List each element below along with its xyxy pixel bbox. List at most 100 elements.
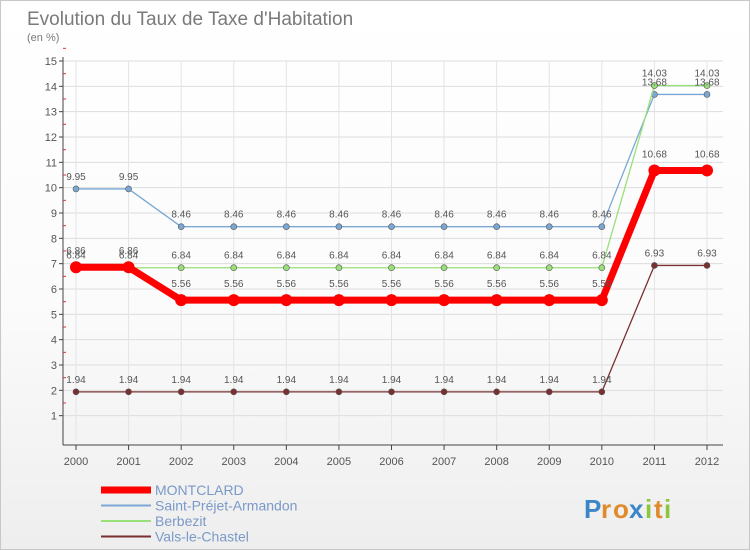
grid <box>63 60 723 441</box>
data-point <box>493 388 500 396</box>
y-tick-label: 15 <box>45 56 57 68</box>
data-point <box>72 388 80 396</box>
data-point <box>385 294 398 307</box>
x-tick-label: 2006 <box>379 456 403 468</box>
data-point <box>598 264 606 272</box>
data-point <box>230 388 238 396</box>
logo-letter: o <box>613 494 629 524</box>
data-point <box>72 185 80 193</box>
data-point <box>648 164 661 177</box>
legend-entry: Berbezit <box>155 513 206 529</box>
x-tick-label: 2010 <box>590 456 614 468</box>
data-point <box>283 223 290 230</box>
data-label: 8.46 <box>382 210 402 221</box>
y-tick-label: 6 <box>51 284 57 296</box>
data-label: 8.46 <box>592 210 612 221</box>
data-point <box>230 264 238 272</box>
chart-title: Evolution du Taux de Taxe d'Habitation <box>27 9 353 30</box>
data-label: 5.56 <box>329 279 349 290</box>
logo-letter: x <box>629 494 644 524</box>
data-label: 13.68 <box>694 77 719 88</box>
data-point <box>545 223 553 230</box>
legend-entry: Vals-le-Chastel <box>155 529 249 545</box>
data-label: 6.93 <box>645 248 665 259</box>
y-tick-label: 14 <box>45 81 57 93</box>
data-label: 6.84 <box>592 251 612 262</box>
data-label: 5.56 <box>224 279 244 290</box>
data-label: 1.94 <box>487 375 507 386</box>
data-label: 6.84 <box>487 251 507 262</box>
y-tick-label: 5 <box>51 309 57 321</box>
data-label: 9.95 <box>119 172 139 183</box>
data-point <box>70 261 82 274</box>
data-point <box>703 262 711 269</box>
y-tick-label: 8 <box>51 233 57 245</box>
x-tick-label: 2005 <box>327 456 351 468</box>
logo-letter: r <box>601 494 611 524</box>
data-point <box>175 294 188 307</box>
data-label: 6.86 <box>66 246 86 257</box>
data-label: 6.93 <box>697 248 717 259</box>
data-label: 14.03 <box>694 69 719 80</box>
data-label: 5.56 <box>434 279 454 290</box>
x-tick-label: 2008 <box>484 456 508 468</box>
data-label: 1.94 <box>592 375 612 386</box>
data-point <box>598 223 606 230</box>
legend-entry: Saint-Préjet-Armandon <box>155 498 297 514</box>
y-tick-label: 4 <box>51 335 57 347</box>
data-label: 5.56 <box>171 279 191 290</box>
data-point <box>283 264 290 272</box>
y-tick-label: 11 <box>46 157 57 169</box>
data-point <box>543 294 556 307</box>
data-label: 1.94 <box>382 375 402 386</box>
logo-letter: i <box>645 494 652 524</box>
data-point <box>651 262 658 269</box>
x-tick-label: 2001 <box>116 456 140 468</box>
data-label: 8.46 <box>329 210 349 221</box>
data-label: 14.03 <box>642 69 667 80</box>
data-point <box>703 91 711 98</box>
x-tick-label: 2011 <box>643 456 667 468</box>
data-point <box>125 388 132 396</box>
data-point <box>493 264 500 272</box>
data-point <box>283 388 290 396</box>
data-label: 10.68 <box>694 149 719 160</box>
data-point <box>701 164 713 177</box>
data-point <box>440 264 448 272</box>
series-group <box>70 82 713 396</box>
data-point <box>440 223 448 230</box>
data-point <box>177 223 185 230</box>
data-point <box>440 388 448 396</box>
data-label: 6.84 <box>540 251 560 262</box>
data-point <box>122 261 135 274</box>
data-label: 1.94 <box>224 375 244 386</box>
data-point <box>177 264 185 272</box>
data-label: 8.46 <box>224 210 244 221</box>
data-label: 6.84 <box>329 251 349 262</box>
data-point <box>125 185 132 193</box>
logo-letter: i <box>664 494 671 524</box>
data-point <box>227 294 240 307</box>
data-label: 10.68 <box>642 149 667 160</box>
y-tick-label: 2 <box>51 385 57 397</box>
data-label: 5.56 <box>277 279 297 290</box>
y-tick-label: 12 <box>45 132 57 144</box>
data-label: 9.95 <box>66 172 86 183</box>
data-label: 8.46 <box>540 210 560 221</box>
data-label: 1.94 <box>434 375 454 386</box>
x-tick-label: 2003 <box>222 456 246 468</box>
data-point <box>332 294 345 307</box>
y-tick-label: 13 <box>45 107 57 119</box>
data-label: 6.84 <box>119 251 139 262</box>
data-point <box>280 294 293 307</box>
chart-subtitle: (en %) <box>27 32 59 44</box>
data-label: 1.94 <box>540 375 560 386</box>
data-point <box>651 82 658 89</box>
x-tick-label: 2007 <box>432 456 456 468</box>
data-point <box>335 388 343 396</box>
x-tick-label: 2009 <box>537 456 561 468</box>
data-point <box>438 294 451 307</box>
